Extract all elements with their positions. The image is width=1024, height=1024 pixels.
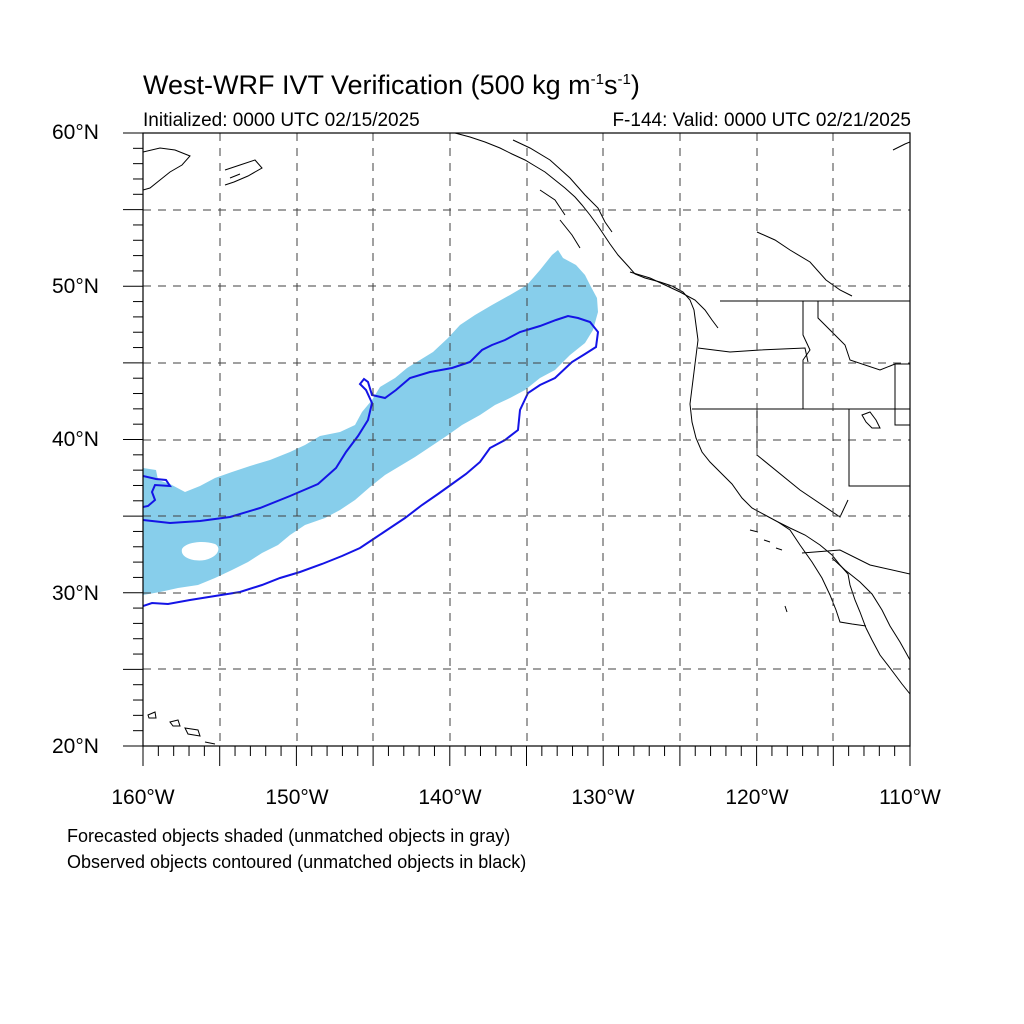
lon-label-140w: 140°W xyxy=(418,786,482,809)
forecast-ivt-object xyxy=(143,250,598,595)
valid-time: F-144: Valid: 0000 UTC 02/21/2025 xyxy=(612,110,911,131)
coastline-gulf xyxy=(831,557,910,661)
state-border-id-mt xyxy=(817,301,896,371)
lat-label-60: 60°N xyxy=(52,121,99,144)
lat-label-50: 50°N xyxy=(52,275,99,298)
us-mexico-border xyxy=(801,549,910,575)
interior-border-bc xyxy=(756,231,853,297)
lon-label-150w: 150°W xyxy=(265,786,329,809)
coastline-canada-north xyxy=(892,141,910,151)
observed-ivt-contour-west xyxy=(143,475,172,508)
hawaii-islands xyxy=(147,711,216,745)
lon-label-120w: 120°W xyxy=(725,786,789,809)
state-border-or-id xyxy=(802,301,811,409)
lat-label-30: 30°N xyxy=(52,582,99,605)
lat-label-20: 20°N xyxy=(52,735,99,758)
state-border-wa-or xyxy=(697,347,809,363)
note-forecast: Forecasted objects shaded (unmatched obj… xyxy=(67,826,511,846)
coastline-alaska-west xyxy=(143,147,191,191)
note-observed: Observed objects contoured (unmatched ob… xyxy=(67,852,527,872)
coastline-north-america xyxy=(454,133,910,695)
state-border-nv-ut xyxy=(848,409,910,487)
initialized-time: Initialized: 0000 UTC 02/15/2025 xyxy=(143,110,420,131)
lat-label-40: 40°N xyxy=(52,428,99,451)
vancouver-island xyxy=(629,271,719,329)
map-title: West-WRF IVT Verification (500 kg m-1s-1… xyxy=(143,70,640,100)
coastline-alaska-panhandle xyxy=(512,139,613,249)
state-border-wy xyxy=(894,363,910,426)
lake-tahoe-area xyxy=(861,411,881,429)
coastline-baja xyxy=(777,521,867,627)
grid-lines xyxy=(143,133,910,746)
axis-ticks xyxy=(123,132,911,766)
observed-ivt-contour-inner xyxy=(143,314,600,607)
state-border-ca-nv xyxy=(756,409,849,518)
lon-label-130w: 130°W xyxy=(571,786,635,809)
channel-islands xyxy=(749,529,788,613)
islands-alaska xyxy=(224,159,263,186)
lon-label-110w: 110°W xyxy=(879,786,941,809)
lon-label-160w: 160°W xyxy=(111,786,175,809)
